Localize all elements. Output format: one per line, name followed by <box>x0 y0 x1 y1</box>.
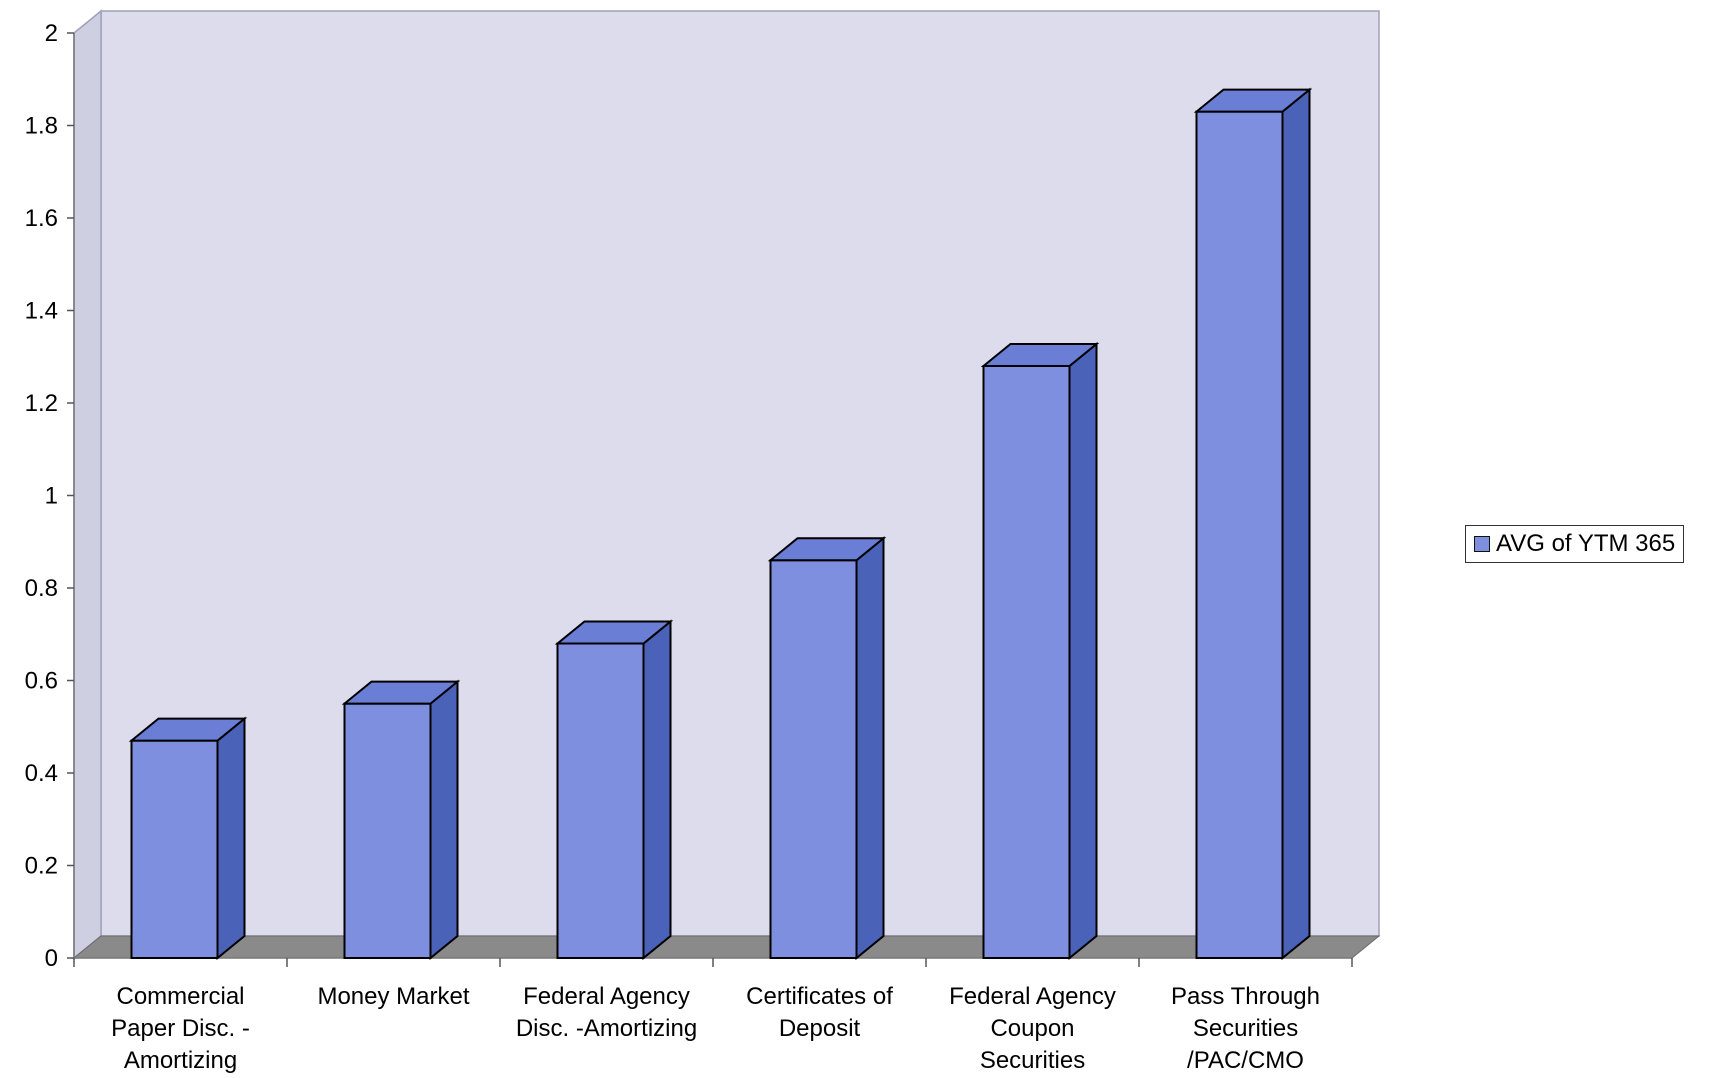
bar <box>980 341 1100 961</box>
bar-side <box>642 619 672 961</box>
bar-front <box>982 365 1071 959</box>
bar <box>767 536 887 961</box>
x-category-label: Money Market <box>317 983 469 1010</box>
bar-front <box>769 559 858 959</box>
bar-top <box>554 620 674 645</box>
y-tick-label: 2 <box>45 20 58 47</box>
y-tick-label: 1.6 <box>25 205 58 232</box>
x-category-label-line: Coupon <box>990 1015 1074 1042</box>
back-wall <box>100 10 1380 937</box>
bar-top <box>128 717 248 742</box>
x-axis: Commercial Paper Disc. - Amortizing Money M… <box>73 957 1353 1074</box>
bar-front <box>343 702 432 959</box>
bar <box>128 716 248 961</box>
x-category-label-line: /PAC/CMO <box>1187 1047 1304 1074</box>
bar-side <box>216 716 246 961</box>
y-axis: 0 0.2 0.4 0.6 0.8 1 1.2 1.4 1.6 1.8 2 <box>25 20 75 972</box>
x-category-label-line: Pass Through <box>1171 983 1320 1010</box>
bar-side <box>1068 341 1098 961</box>
x-category-label: Commercial Paper Disc. - Amortizing <box>111 983 250 1074</box>
x-category-label-line: Amortizing <box>124 1047 237 1074</box>
x-category-label-line: Paper Disc. - <box>111 1015 250 1042</box>
x-category-label-line: Money Market <box>317 983 469 1010</box>
legend-swatch <box>1474 536 1490 552</box>
bars <box>128 87 1313 961</box>
x-category-label-line: Securities <box>1193 1015 1298 1042</box>
y-tick-label: 1.4 <box>25 298 58 325</box>
y-tick-label: 1.2 <box>25 390 58 417</box>
y-tick-label: 0 <box>45 945 58 972</box>
legend: AVG of YTM 365 <box>1465 525 1685 563</box>
x-category-label-line: Securities <box>980 1047 1085 1074</box>
x-category-label: Pass Through Securities/PAC/CMO <box>1171 983 1320 1074</box>
bar-side <box>1281 87 1311 961</box>
bar <box>1193 87 1313 961</box>
x-category-label-line: Federal Agency <box>523 983 690 1010</box>
y-tick-label: 0.4 <box>25 760 58 787</box>
x-category-label: Federal Agency Coupon Securities <box>949 983 1116 1074</box>
y-tick-label: 0.2 <box>25 853 58 880</box>
bar-front <box>130 739 219 959</box>
bar <box>341 679 461 961</box>
floor <box>72 935 1381 959</box>
bar-side <box>855 536 885 961</box>
y-tick-label: 0.6 <box>25 668 58 695</box>
y-tick-label: 1 <box>45 483 58 510</box>
chart-walls <box>72 9 1381 960</box>
x-category-label-line: Commercial <box>116 983 244 1010</box>
bar-top <box>341 680 461 705</box>
x-category-label: Certificates of Deposit <box>746 983 893 1042</box>
bar-side <box>429 679 459 961</box>
x-category-label-line: Certificates of <box>746 983 893 1010</box>
bar-front <box>1195 110 1284 959</box>
x-category-label-line: Deposit <box>779 1015 861 1042</box>
x-category-label: Federal Agency Disc. -Amortizing <box>516 983 697 1042</box>
bar-top <box>980 343 1100 367</box>
y-tick-label: 0.8 <box>25 575 58 602</box>
side-wall <box>73 9 102 960</box>
legend-label: AVG of YTM 365 <box>1496 530 1676 557</box>
bar <box>554 619 674 961</box>
bar-top <box>1193 88 1313 113</box>
x-category-label-line: Disc. -Amortizing <box>516 1015 697 1042</box>
bar-front <box>556 642 645 959</box>
x-category-label-line: Federal Agency <box>949 983 1116 1010</box>
y-tick-label: 1.8 <box>25 113 58 140</box>
bar-top <box>767 537 887 562</box>
